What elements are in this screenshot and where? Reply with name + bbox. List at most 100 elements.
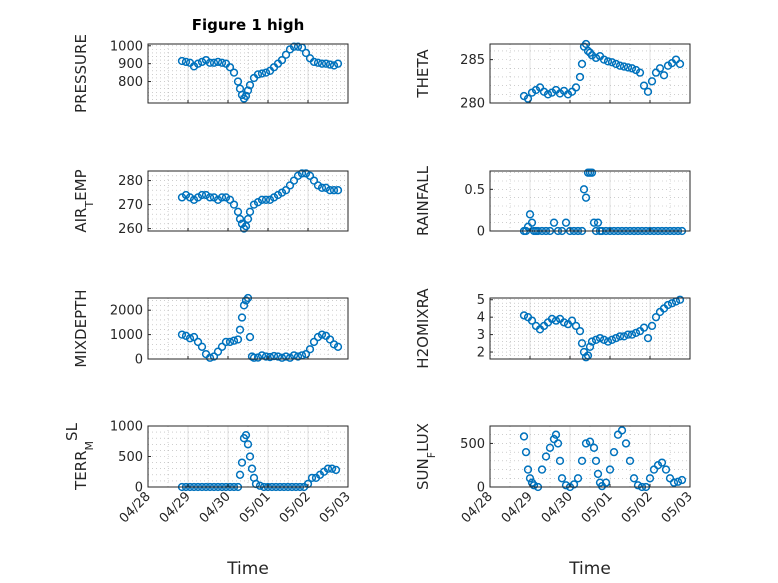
data-point [587, 168, 597, 177]
data-point [317, 183, 327, 192]
data-point [543, 90, 553, 99]
data-point [591, 53, 601, 63]
data-point [657, 458, 667, 467]
data-point [603, 57, 613, 66]
data-point [559, 318, 569, 327]
data-point [627, 64, 637, 73]
subplot-mixdepth: 0 1000 2000 MIXDEPTH [72, 289, 349, 368]
chart-title: Figure 1 high [192, 16, 305, 34]
data-point [293, 352, 303, 361]
data-point [257, 195, 267, 204]
y-tick-label: 5 [477, 293, 485, 308]
data-point [273, 352, 283, 361]
y-tick-label: 2 [477, 346, 485, 361]
subplot-air_temp: 260 270 280 AIRTEMP [72, 169, 349, 237]
data-point [245, 207, 255, 216]
y-axis-label: AIRTEMP [72, 169, 96, 232]
data-point [643, 87, 653, 96]
data-point [537, 465, 547, 474]
data-point [277, 353, 287, 362]
data-point [525, 474, 535, 483]
y-tick-label: 1000 [110, 39, 143, 54]
data-point [655, 64, 665, 73]
x-tick-label: 05/02 [277, 489, 314, 526]
data-point [333, 342, 343, 351]
axes-frame [147, 297, 349, 360]
data-point [577, 456, 587, 466]
data-point [249, 353, 259, 362]
data-point [217, 58, 227, 67]
y-axis-label: PRESSURE [72, 34, 90, 113]
data-point [561, 218, 571, 227]
data-point [577, 339, 587, 348]
y-tick-label: 0 [135, 353, 143, 368]
data-point [307, 473, 317, 483]
data-point [257, 69, 267, 78]
axes-frame [489, 170, 691, 232]
data-point [587, 337, 597, 346]
x-tick-label: 05/03 [317, 489, 354, 526]
data-point [281, 186, 291, 195]
subplot-rainfall: 0 0.5 RAINFALL [414, 165, 691, 240]
y-axis-label: RAINFALL [414, 165, 432, 236]
data-point [301, 349, 311, 359]
data-point [233, 77, 243, 86]
data-point [659, 71, 669, 80]
data-point [607, 335, 617, 344]
data-point [181, 57, 191, 67]
x-axis-label: Time [568, 559, 611, 579]
data-point [547, 314, 557, 324]
data-point [615, 332, 625, 341]
data-point [567, 316, 577, 325]
data-point [205, 58, 215, 67]
subplot-pressure: 800 900 1000 PRESSURE Figure 1 high [72, 16, 349, 113]
data-point [519, 311, 529, 320]
y-axis-label: H2OMIXRA [414, 288, 432, 369]
data-point [301, 48, 311, 58]
data-point [225, 63, 235, 72]
y-axis-label: SUNFLUX [414, 423, 438, 490]
data-point [243, 86, 253, 95]
data-point [581, 353, 591, 362]
data-point [643, 333, 653, 343]
data-point [529, 481, 539, 490]
data-point [601, 478, 611, 487]
data-point [197, 342, 207, 351]
data-point [619, 62, 629, 71]
data-point [581, 193, 591, 202]
y-tick-label: 500 [460, 437, 485, 452]
series-h2omixra [519, 295, 685, 362]
data-point [523, 465, 533, 474]
axes-frame [489, 43, 691, 104]
data-point [193, 59, 203, 68]
y-tick-label: 0 [477, 225, 485, 240]
data-point [591, 456, 601, 466]
x-tick-label: 04/29 [499, 489, 536, 526]
data-point [281, 50, 291, 59]
data-point [551, 316, 561, 325]
data-point [593, 218, 603, 227]
x-tick-label: 05/02 [619, 489, 656, 526]
data-point [553, 439, 563, 448]
data-point [575, 326, 585, 336]
axes-frame [147, 43, 349, 104]
data-point [209, 58, 219, 67]
data-point [329, 61, 339, 70]
data-point [281, 352, 291, 361]
data-point [233, 335, 243, 344]
data-point [603, 337, 613, 346]
data-point [213, 347, 223, 356]
data-point [329, 186, 339, 195]
data-point [277, 55, 287, 65]
data-point [297, 169, 307, 178]
data-point [325, 186, 335, 195]
data-point [621, 439, 631, 448]
data-point [305, 171, 315, 180]
subplot-h2omixra: 2 3 4 5 H2OMIXRA [414, 288, 691, 369]
data-point [573, 474, 583, 483]
data-point [313, 58, 323, 67]
data-point [289, 176, 299, 185]
data-point [289, 42, 299, 51]
